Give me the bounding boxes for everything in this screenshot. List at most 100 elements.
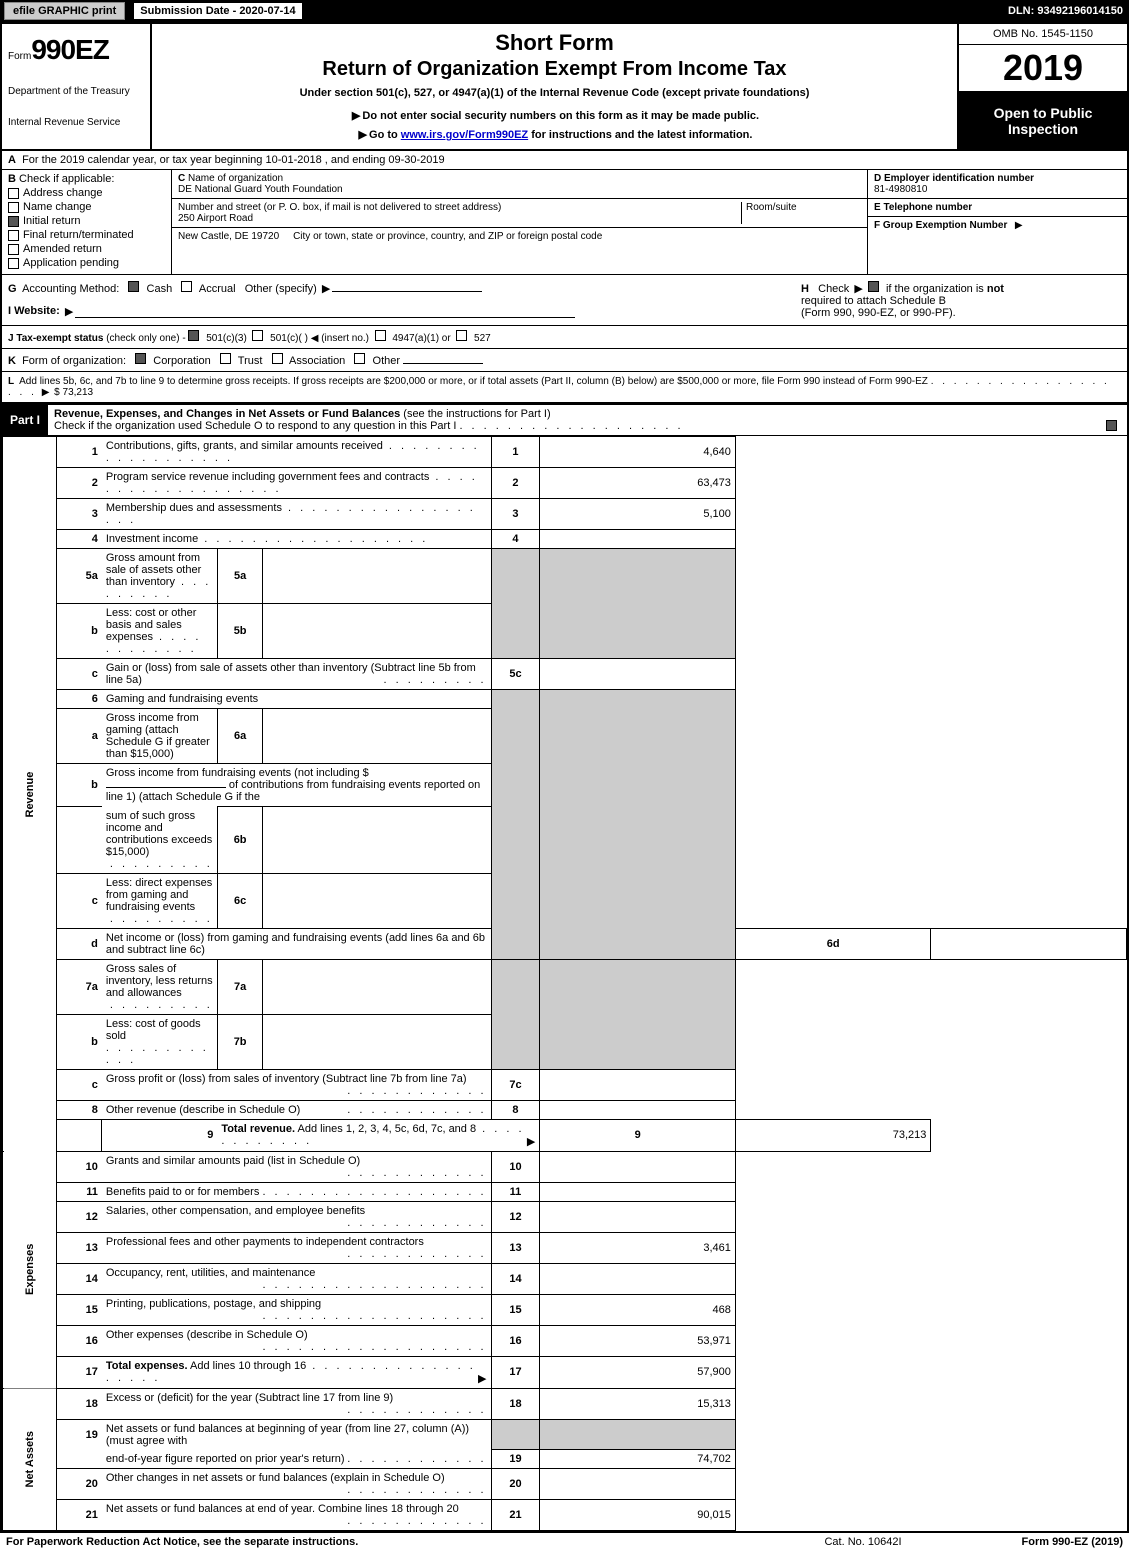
shaded-cell (540, 959, 736, 1069)
desc-text: end-of-year figure reported on prior yea… (106, 1453, 345, 1465)
l-label: L (8, 376, 14, 387)
right-num: 5c (491, 659, 540, 690)
table-row: 17 Total expenses. Add lines 10 through … (3, 1356, 1127, 1388)
line-desc: Total expenses. Add lines 10 through 16 (102, 1356, 491, 1388)
check-application-pending: Application pending (8, 257, 165, 269)
checkbox-icon[interactable] (220, 353, 231, 364)
part-1-table: Revenue 1 Contributions, gifts, grants, … (2, 436, 1127, 1531)
desc-text: Less: direct expenses from gaming and fu… (106, 877, 212, 913)
g-label: G (8, 283, 17, 295)
irs-label: Internal Revenue Service (8, 117, 144, 128)
checkbox-icon[interactable] (8, 202, 19, 213)
table-row: 8 Other revenue (describe in Schedule O)… (3, 1100, 1127, 1119)
do-not-enter-text: Do not enter social security numbers on … (160, 109, 949, 122)
desc-text: Less: cost of goods sold (106, 1018, 201, 1042)
right-val: 74,702 (540, 1450, 736, 1469)
right-val: 73,213 (735, 1119, 931, 1151)
line-a-text: For the 2019 calendar year, or tax year … (22, 154, 445, 166)
checkbox-icon[interactable] (8, 258, 19, 269)
checkbox-icon[interactable] (181, 281, 192, 292)
checkbox-icon[interactable] (188, 330, 199, 341)
k-other: Other (373, 355, 401, 367)
checkbox-icon[interactable] (8, 216, 19, 227)
checkbox-icon[interactable] (135, 353, 146, 364)
mid-val (263, 604, 491, 659)
line-desc: Gross profit or (loss) from sales of inv… (102, 1069, 491, 1100)
org-address: 250 Airport Road (178, 213, 741, 224)
h-text3: required to attach Schedule B (801, 295, 946, 307)
checkbox-icon[interactable] (8, 188, 19, 199)
dln-label: DLN: 93492196014150 (1008, 5, 1123, 17)
c-name-row: C Name of organization DE National Guard… (172, 170, 867, 199)
checkbox-icon[interactable] (375, 330, 386, 341)
checkbox-icon[interactable] (8, 230, 19, 241)
checkbox-icon[interactable] (354, 353, 365, 364)
desc-text2: Add lines 1, 2, 3, 4, 5c, 6d, 7c, and 8 (295, 1123, 476, 1135)
h-not: not (987, 283, 1004, 295)
mid-val (263, 549, 491, 604)
line-num: 14 (56, 1263, 102, 1294)
expenses-side-label: Expenses (3, 1151, 57, 1388)
desc-text: Professional fees and other payments to … (106, 1236, 424, 1248)
check-label: Amended return (23, 243, 102, 255)
line-num: 4 (56, 530, 102, 549)
checkbox-icon[interactable] (456, 330, 467, 341)
org-city: New Castle, DE 19720 (178, 231, 279, 242)
desc-text2: Add lines 10 through 16 (188, 1360, 307, 1372)
mid-num: 7b (217, 1014, 263, 1069)
do-not-text: Do not enter social security numbers on … (362, 110, 759, 122)
line-num: 11 (56, 1182, 102, 1201)
right-val (540, 1469, 736, 1500)
right-num: 3 (491, 499, 540, 530)
check-label: Final return/terminated (23, 229, 134, 241)
other-line (403, 363, 483, 364)
right-val (540, 1100, 736, 1119)
efile-print-button[interactable]: efile GRAPHIC print (4, 2, 125, 20)
line-num: 15 (56, 1294, 102, 1325)
table-row: end-of-year figure reported on prior yea… (3, 1450, 1127, 1469)
mid-val (263, 873, 491, 928)
table-row: 2 Program service revenue including gove… (3, 468, 1127, 499)
checkbox-icon[interactable] (8, 244, 19, 255)
right-num: 1 (491, 437, 540, 468)
line-desc: Other revenue (describe in Schedule O) (102, 1100, 491, 1119)
mid-val (263, 959, 491, 1014)
k-trust: Trust (238, 355, 263, 367)
desc-text: Program service revenue including govern… (106, 471, 429, 483)
i-label: I Website: (8, 305, 60, 318)
line-desc: Net assets or fund balances at end of ye… (102, 1500, 491, 1531)
department-treasury: Department of the Treasury (8, 86, 144, 97)
right-val (540, 530, 736, 549)
right-val: 468 (540, 1294, 736, 1325)
check-label: Address change (23, 187, 103, 199)
checkbox-icon[interactable] (272, 353, 283, 364)
mid-num: 6b (217, 807, 263, 874)
line-num: 13 (56, 1232, 102, 1263)
h-section: H Check if the organization is not requi… (801, 281, 1121, 319)
right-val: 4,640 (540, 437, 736, 468)
checkbox-icon[interactable] (128, 281, 139, 292)
h-text4: (Form 990, 990-EZ, or 990-PF). (801, 307, 956, 319)
right-val (540, 1069, 736, 1100)
line-num: 3 (56, 499, 102, 530)
desc-text: Gross income from fundraising events (no… (106, 767, 369, 779)
form-number-block: Form990EZ (8, 34, 144, 66)
j-opt2: 501(c)( ) (270, 333, 308, 344)
line-desc: Gross income from gaming (attach Schedul… (102, 709, 217, 764)
right-num: 20 (491, 1469, 540, 1500)
checkbox-icon[interactable] (868, 281, 879, 292)
right-num: 2 (491, 468, 540, 499)
checkbox-icon[interactable] (1106, 420, 1117, 431)
form990ez-link[interactable]: www.irs.gov/Form990EZ (401, 129, 528, 141)
footer-form: 990-EZ (1052, 1536, 1088, 1548)
desc-text: Contributions, gifts, grants, and simila… (106, 440, 383, 452)
table-row: 13 Professional fees and other payments … (3, 1232, 1127, 1263)
line-desc: Contributions, gifts, grants, and simila… (102, 437, 491, 468)
line-desc: Less: cost of goods sold (102, 1014, 217, 1069)
line-num: c (56, 659, 102, 690)
check-address-change: Address change (8, 187, 165, 199)
line-desc: Printing, publications, postage, and shi… (102, 1294, 491, 1325)
l-text: Add lines 5b, 6c, and 7b to line 9 to de… (19, 376, 928, 387)
table-row: 20 Other changes in net assets or fund b… (3, 1469, 1127, 1500)
checkbox-icon[interactable] (252, 330, 263, 341)
